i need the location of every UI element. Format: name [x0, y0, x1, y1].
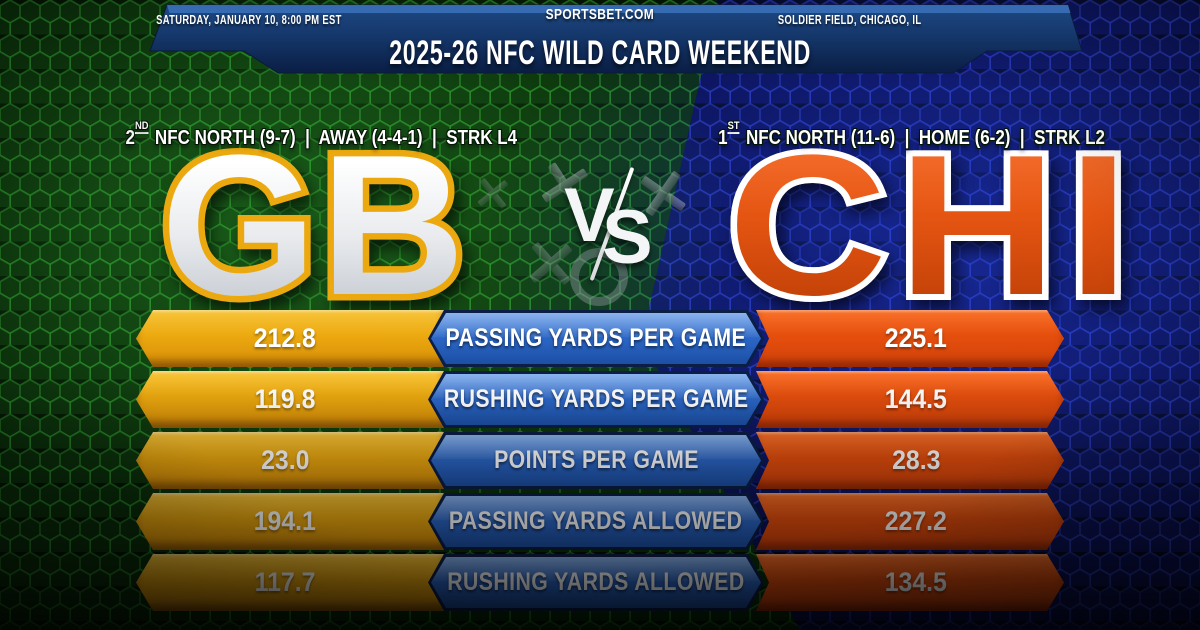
away-stat-bar: 194.1	[136, 493, 444, 550]
away-stat-bar: 117.7	[136, 554, 444, 611]
home-team-record: 1ST NFC NORTH (11-6) | HOME (6-2) | STRK…	[650, 104, 1150, 173]
stat-value-away: 119.8	[254, 384, 316, 414]
stat-value-home: 144.5	[884, 384, 948, 414]
stat-label-bar: RUSHING YARDS ALLOWED	[428, 554, 764, 611]
away-rank-number: 2	[125, 127, 135, 149]
stat-label-bar: PASSING YARDS PER GAME	[428, 310, 764, 367]
stat-label-bar: RUSHING YARDS PER GAME	[428, 371, 764, 428]
home-record-info: NFC NORTH (11-6) | HOME (6-2) | STRK L2	[740, 127, 1105, 149]
stat-label: PASSING YARDS PER GAME	[445, 324, 747, 352]
home-stat-bar: 28.3	[756, 432, 1064, 489]
stat-value-away: 23.0	[260, 445, 310, 475]
stat-value-away: 212.8	[253, 323, 317, 353]
away-team-record: 2ND NFC NORTH (9-7) | AWAY (4-4-1) | STR…	[50, 104, 570, 173]
site-name: SPORTSBET.COM	[545, 6, 655, 23]
stat-value-home: 225.1	[884, 323, 948, 353]
event-title: 2025-26 NFC WILD CARD WEEKEND	[389, 34, 811, 72]
stat-value-home: 227.2	[884, 506, 948, 536]
away-stat-bar: 212.8	[136, 310, 444, 367]
home-stat-bar: 134.5	[756, 554, 1064, 611]
stat-label-bar: POINTS PER GAME	[428, 432, 764, 489]
stat-row: 119.8 RUSHING YARDS PER GAME 144.5	[0, 371, 1200, 428]
stat-value-home: 134.5	[884, 567, 948, 597]
stat-value-away: 194.1	[253, 506, 317, 536]
away-record-info: NFC NORTH (9-7) | AWAY (4-4-1) | STRK L4	[150, 127, 517, 149]
stat-value-away: 117.7	[254, 567, 316, 597]
home-rank-number: 1	[717, 127, 728, 149]
home-stat-bar: 144.5	[756, 371, 1064, 428]
away-stat-bar: 119.8	[136, 371, 444, 428]
stat-label: PASSING YARDS ALLOWED	[449, 507, 743, 535]
venue: SOLDIER FIELD, CHICAGO, IL	[778, 12, 922, 27]
stat-row: 117.7 RUSHING YARDS ALLOWED 134.5	[0, 554, 1200, 611]
stat-label: RUSHING YARDS ALLOWED	[447, 568, 745, 596]
away-rank-suffix: ND	[134, 120, 149, 135]
home-stat-bar: 227.2	[756, 493, 1064, 550]
stat-label-bar: PASSING YARDS ALLOWED	[428, 493, 764, 550]
game-datetime: SATURDAY, JANUARY 10, 8:00 PM EST	[156, 12, 342, 27]
stat-row: 23.0 POINTS PER GAME 28.3	[0, 432, 1200, 489]
stat-row: 212.8 PASSING YARDS PER GAME 225.1	[0, 310, 1200, 367]
home-stat-bar: 225.1	[756, 310, 1064, 367]
away-stat-bar: 23.0	[136, 432, 444, 489]
stat-label: RUSHING YARDS PER GAME	[443, 385, 749, 413]
home-rank-suffix: ST	[727, 120, 740, 135]
stat-value-home: 28.3	[891, 445, 941, 475]
stat-label: POINTS PER GAME	[493, 446, 699, 474]
stat-row: 194.1 PASSING YARDS ALLOWED 227.2	[0, 493, 1200, 550]
